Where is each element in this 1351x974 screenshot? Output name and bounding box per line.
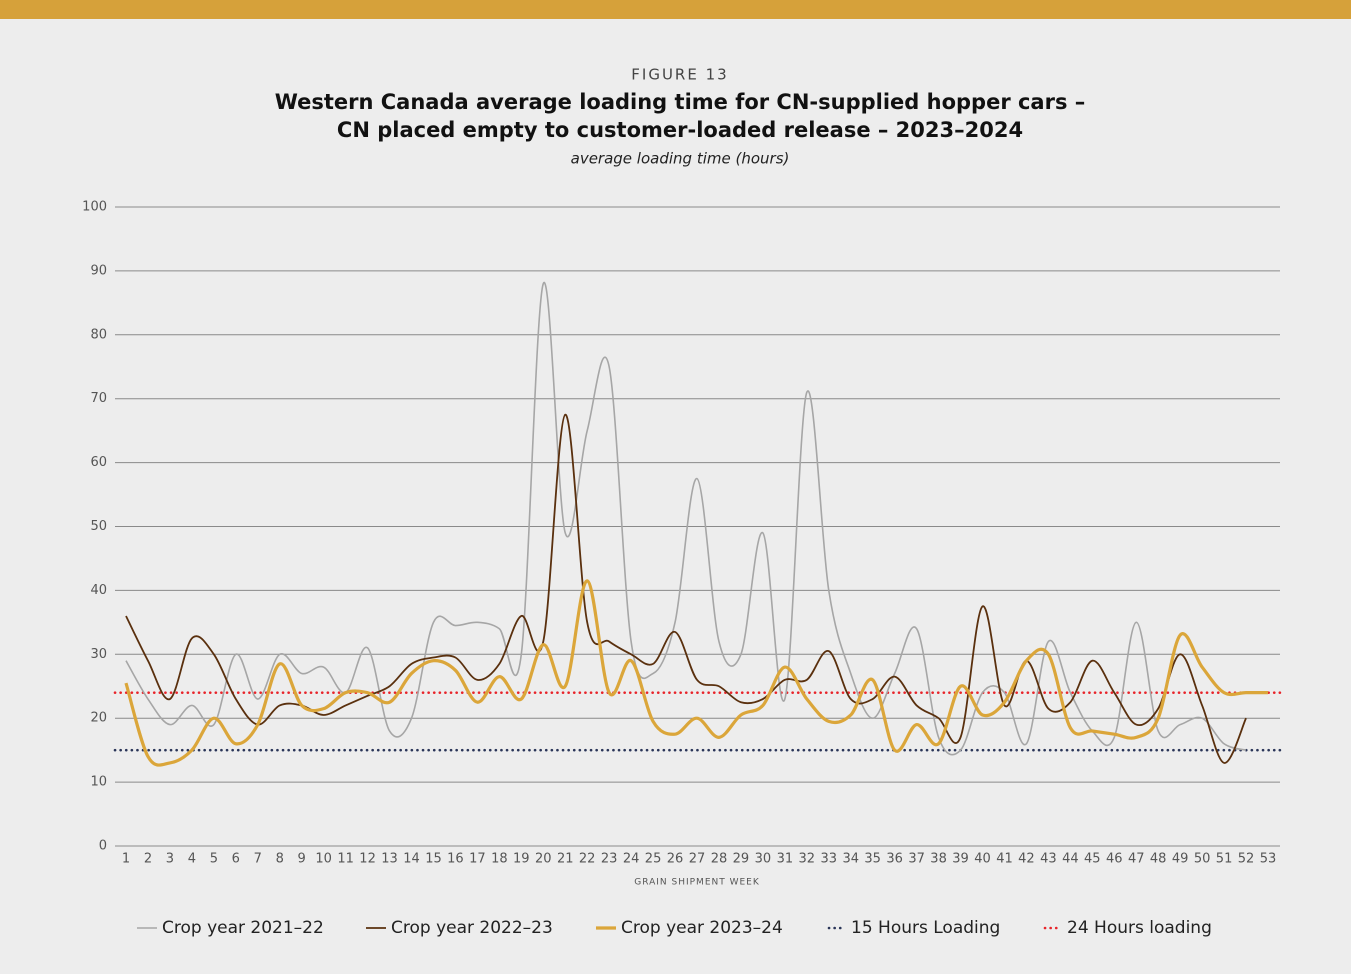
x-tick-label: 30 [755,852,772,867]
x-tick-label: 50 [1194,852,1211,867]
y-tick-label: 30 [90,647,107,662]
x-tick-label: 18 [491,852,508,867]
series-line [125,413,1247,764]
y-tick-label: 50 [90,519,107,534]
y-tick-label: 40 [90,583,107,598]
x-tick-label: 47 [1128,852,1145,867]
legend-label: Crop year 2023–24 [621,918,783,938]
y-tick-label: 100 [82,200,107,215]
x-tick-label: 23 [601,852,618,867]
y-tick-label: 10 [90,775,107,790]
x-tick-label: 15 [425,852,442,867]
y-tick-label: 60 [90,455,107,470]
x-tick-label: 21 [557,852,574,867]
x-tick-label: 24 [623,852,640,867]
y-tick-label: 90 [90,263,107,278]
figure-label: FIGURE 13 [631,66,728,84]
x-tick-label: 52 [1238,852,1255,867]
legend-label: Crop year 2022–23 [391,918,553,938]
x-tick-label: 22 [579,852,596,867]
x-tick-label: 6 [232,852,240,867]
x-tick-label: 14 [403,852,420,867]
x-tick-label: 34 [842,852,859,867]
x-tick-label: 10 [315,852,332,867]
x-tick-label: 43 [1040,852,1057,867]
x-tick-label: 19 [513,852,530,867]
x-tick-label: 25 [645,852,662,867]
y-tick-label: 20 [90,711,107,726]
x-tick-label: 1 [122,852,130,867]
x-tick-label: 35 [864,852,881,867]
x-tick-label: 20 [535,852,552,867]
chart-title: CN placed empty to customer-loaded relea… [337,118,1023,142]
chart-subtitle: average loading time (hours) [571,150,790,168]
x-tick-label: 5 [210,852,218,867]
series-line [124,579,1268,767]
x-tick-label: 4 [188,852,196,867]
x-tick-label: 7 [254,852,262,867]
x-tick-label: 36 [886,852,903,867]
x-tick-label: 42 [1018,852,1035,867]
x-tick-label: 11 [337,852,354,867]
x-tick-label: 31 [777,852,794,867]
legend-label: 24 Hours loading [1067,918,1212,938]
x-tick-label: 28 [711,852,728,867]
x-tick-label: 38 [930,852,947,867]
x-axis-label: GRAIN SHIPMENT WEEK [634,878,760,888]
x-tick-label: 48 [1150,852,1167,867]
y-tick-label: 80 [90,327,107,342]
x-tick-label: 3 [166,852,174,867]
x-tick-label: 46 [1106,852,1123,867]
x-tick-label: 12 [359,852,376,867]
x-tick-label: 13 [381,852,398,867]
x-tick-label: 9 [298,852,306,867]
x-tick-label: 40 [974,852,991,867]
x-tick-label: 29 [733,852,750,867]
x-tick-label: 51 [1216,852,1233,867]
x-tick-label: 53 [1260,852,1277,867]
x-tick-label: 17 [469,852,486,867]
x-tick-label: 8 [276,852,284,867]
x-tick-label: 49 [1172,852,1189,867]
x-tick-label: 26 [667,852,684,867]
x-tick-label: 39 [952,852,969,867]
y-tick-label: 70 [90,391,107,406]
x-tick-label: 2 [144,852,152,867]
x-tick-label: 37 [908,852,925,867]
top-bar [0,0,1351,19]
x-tick-label: 32 [799,852,816,867]
y-tick-label: 0 [99,839,107,854]
x-tick-label: 16 [447,852,464,867]
legend-label: 15 Hours Loading [851,918,1000,938]
chart-title: Western Canada average loading time for … [275,90,1086,114]
x-tick-label: 41 [996,852,1013,867]
x-tick-label: 27 [689,852,706,867]
x-tick-label: 44 [1062,852,1079,867]
x-tick-label: 33 [820,852,837,867]
legend-label: Crop year 2021–22 [162,918,324,938]
x-tick-label: 45 [1084,852,1101,867]
